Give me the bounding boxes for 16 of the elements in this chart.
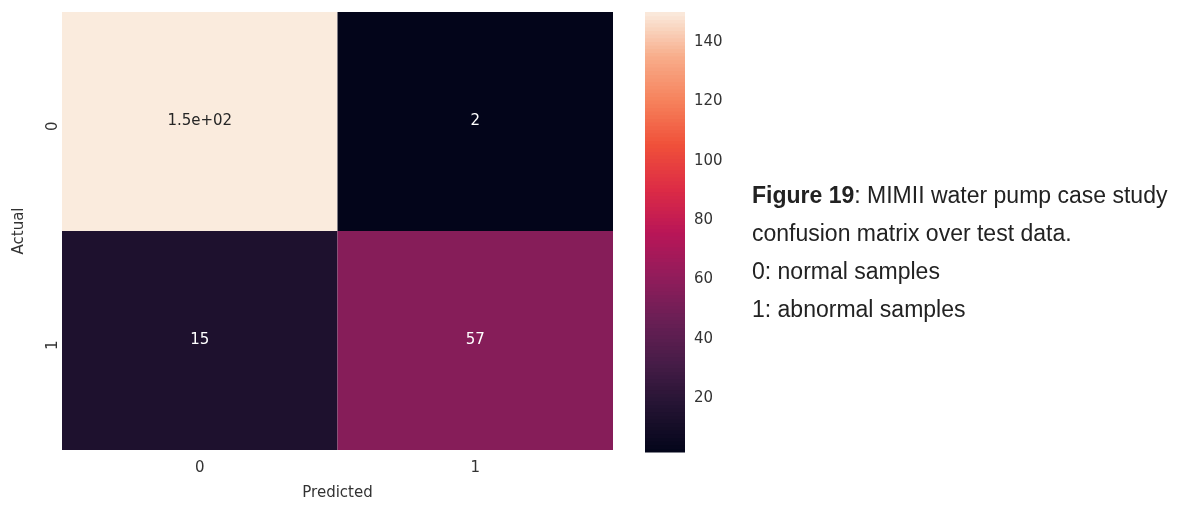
caption: Figure 19	[752, 182, 855, 208]
x-axis-title: Predicted	[302, 482, 373, 501]
text: 1: abnormal samples	[752, 295, 967, 324]
color-bar-label: 100	[694, 150, 723, 169]
color-bar-label: 40	[694, 328, 714, 347]
y-axis-title: Actual	[8, 207, 27, 255]
color-bar-label: 120	[694, 91, 723, 110]
color-bar-label: 60	[694, 269, 714, 288]
color-bar-label: 80	[694, 210, 714, 228]
text: 0: normal samples	[752, 257, 941, 286]
color-bar-label: 20	[694, 388, 714, 407]
data-label: 1.5e+02	[167, 111, 233, 130]
data-label: 2	[470, 111, 481, 130]
color-bar-label: 140	[694, 31, 723, 50]
data-label: 57	[465, 330, 485, 349]
data-label: 15	[190, 330, 210, 349]
